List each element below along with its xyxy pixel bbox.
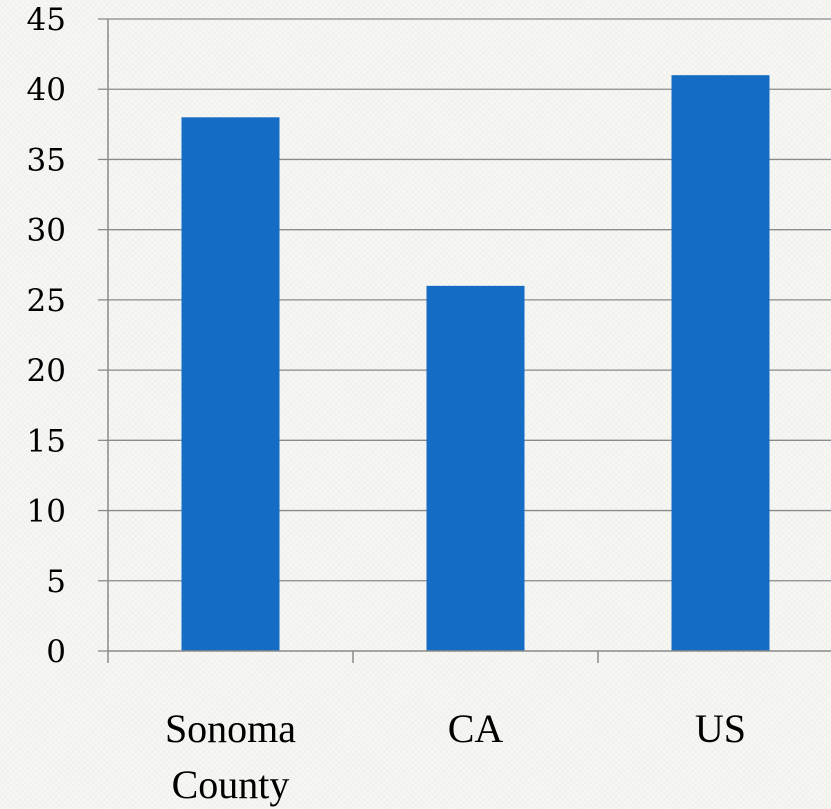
x-tick-label: US — [695, 706, 746, 751]
y-tick-label: 30 — [27, 213, 66, 249]
y-tick-label: 0 — [46, 634, 66, 670]
y-tick-label: 40 — [27, 72, 66, 108]
bars — [181, 75, 770, 652]
y-tick-label: 10 — [27, 494, 66, 530]
y-tick-label: 45 — [27, 2, 66, 38]
y-tick-label: 25 — [27, 283, 66, 319]
x-tick-label: County — [172, 762, 290, 807]
bar-ca — [426, 285, 525, 651]
x-tick-label: CA — [448, 706, 504, 751]
y-tick-label: 15 — [27, 423, 66, 459]
y-tick-label: 5 — [46, 564, 66, 600]
y-tick-label: 20 — [27, 353, 66, 389]
y-tick-label: 35 — [27, 142, 66, 178]
x-tick-label: Sonoma — [165, 706, 296, 751]
x-axis-tick-labels: Sonoma County CA US — [165, 706, 746, 807]
bar-sonoma-county — [181, 117, 280, 652]
axes — [98, 18, 831, 663]
bar-us — [671, 75, 770, 651]
y-axis-tick-labels: 0 5 10 15 20 25 30 35 40 45 — [27, 2, 66, 670]
